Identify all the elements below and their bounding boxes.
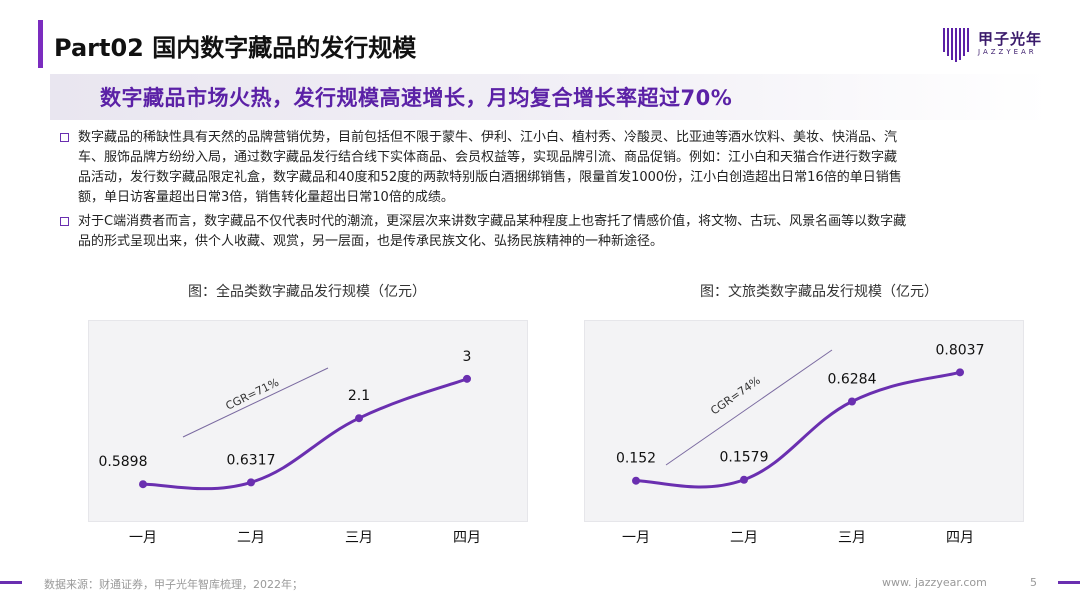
footer-source: 数据来源：财通证券，甲子光年智库梳理，2022年； [44,578,303,591]
trend-annotation-line [182,367,329,438]
data-point [956,368,964,377]
data-label: 3 [463,349,472,365]
trend-annotation-line [665,349,833,466]
page-title: Part02 国内数字藏品的发行规模 [54,34,417,62]
x-tick-label: 四月 [946,530,974,546]
chart-title-culture: 图：文旅类数字藏品发行规模（亿元） [700,284,938,300]
x-tick-label: 三月 [838,530,866,546]
cgr-annotation: CGR=74% [708,374,763,418]
bullet-line: 品的形式呈现出来，供个人收藏、观赏，另一层面，也是传承民族文化、弘扬民族精神的一… [78,234,664,249]
chart-title-all: 图：全品类数字藏品发行规模（亿元） [188,284,426,300]
bullet-item-brand: 数字藏品的稀缺性具有天然的品牌营销优势，目前包括但不限于蒙牛、伊利、江小白、植村… [60,128,1035,208]
data-label: 0.6317 [227,452,276,468]
data-label: 0.1579 [720,450,769,466]
data-point [848,397,856,406]
data-point [139,480,147,489]
data-label: 2.1 [348,388,370,404]
bullet-square-icon [60,217,69,226]
title-accent-bar [38,20,43,68]
headline: 数字藏品市场火热，发行规模高速增长，月均复合增长率超过70% [100,86,733,110]
bullet-line: 对于C端消费者而言，数字藏品不仅代表时代的潮流，更深层次来讲数字藏品某种程度上也… [78,214,907,229]
footer-accent-right [1058,581,1080,584]
x-tick-label: 三月 [345,530,373,546]
data-point [632,476,640,485]
bullet-list: 数字藏品的稀缺性具有天然的品牌营销优势，目前包括但不限于蒙牛、伊利、江小白、植村… [60,128,1035,256]
bullet-square-icon [60,133,69,142]
footer-accent-left [0,581,22,584]
page-number: 5 [1030,576,1037,589]
brand-logo: 甲子光年 JAZZYEAR [942,24,1062,68]
bullet-line: 品活动，发行数字藏品限定礼盒，数字藏品和40度和52度的两款特别版白酒捆绑销售，… [78,170,902,185]
logo-english-text: JAZZYEAR [978,48,1037,56]
data-point [463,374,471,383]
bullet-line: 车、服饰品牌方纷纷入局，通过数字藏品发行结合线下实体商品、会员权益等，实现品牌引… [78,150,898,165]
jazzyear-logo-icon [943,28,969,62]
x-tick-label: 四月 [453,530,481,546]
bullet-item-consumer: 对于C端消费者而言，数字藏品不仅代表时代的潮流，更深层次来讲数字藏品某种程度上也… [60,212,1035,252]
data-point [247,478,255,487]
data-label: 0.5898 [99,454,148,470]
data-label: 0.152 [616,451,656,467]
data-point [740,475,748,484]
line-chart-culture: CGR=74% 0.152 一月 0.1579 二月 0.6284 三月 0.8037 四月 [616,342,985,546]
x-tick-label: 一月 [129,530,157,546]
data-label: 0.8037 [936,342,985,358]
x-tick-label: 二月 [237,530,265,546]
bullet-line: 额，单日访客量超出日常3倍，销售转化量超出日常10倍的成绩。 [78,190,454,205]
footer-url: www. jazzyear.com [882,576,987,589]
data-point [355,414,363,423]
bullet-line: 数字藏品的稀缺性具有天然的品牌营销优势，目前包括但不限于蒙牛、伊利、江小白、植村… [78,130,898,145]
headline-banner [50,74,1050,120]
logo-chinese-text: 甲子光年 [978,30,1043,48]
data-label: 0.6284 [828,371,877,387]
x-tick-label: 二月 [730,530,758,546]
series-line [141,377,469,491]
x-tick-label: 一月 [622,530,650,546]
series-line [634,370,962,489]
chart-panel-all [88,320,528,522]
chart-panel-culture [584,320,1024,522]
